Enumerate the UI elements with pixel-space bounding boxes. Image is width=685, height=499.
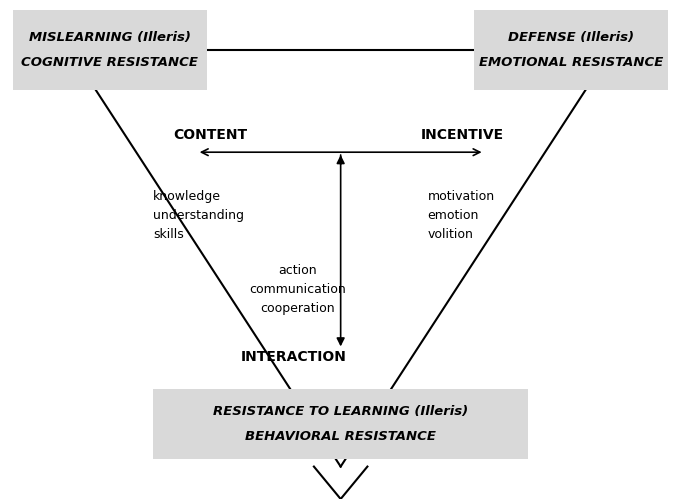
FancyBboxPatch shape (13, 10, 207, 90)
Text: action
communication
cooperation: action communication cooperation (249, 264, 345, 315)
Text: DEFENSE (Illeris): DEFENSE (Illeris) (508, 31, 634, 44)
Text: RESISTANCE TO LEARNING (Illeris): RESISTANCE TO LEARNING (Illeris) (213, 405, 469, 418)
Text: MISLEARNING (Illeris): MISLEARNING (Illeris) (29, 31, 191, 44)
Text: motivation
emotion
volition: motivation emotion volition (427, 190, 495, 241)
Text: COGNITIVE RESISTANCE: COGNITIVE RESISTANCE (21, 56, 198, 69)
Text: knowledge
understanding
skills: knowledge understanding skills (153, 190, 245, 241)
FancyBboxPatch shape (475, 10, 669, 90)
Text: INTERACTION: INTERACTION (241, 350, 347, 364)
Text: INCENTIVE: INCENTIVE (421, 128, 504, 142)
Text: EMOTIONAL RESISTANCE: EMOTIONAL RESISTANCE (479, 56, 664, 69)
FancyBboxPatch shape (153, 389, 528, 459)
Text: BEHAVIORAL RESISTANCE: BEHAVIORAL RESISTANCE (245, 430, 436, 443)
Text: CONTENT: CONTENT (173, 128, 247, 142)
